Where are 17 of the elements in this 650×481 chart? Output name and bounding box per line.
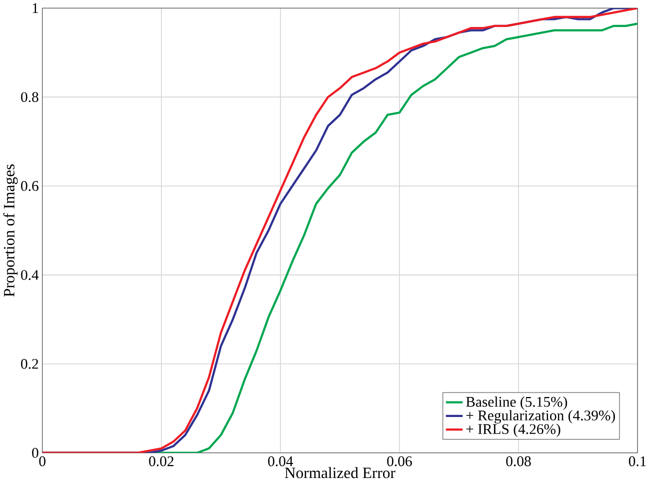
y-axis-title: Proportion of Images bbox=[3, 164, 18, 296]
y-tick-label: 0.2 bbox=[21, 358, 38, 369]
x-tick-label: 0.04 bbox=[268, 456, 294, 466]
x-tick-label: 0.1 bbox=[628, 456, 646, 466]
legend-label: Baseline (5.15%) bbox=[466, 396, 568, 410]
y-tick-label: 1 bbox=[32, 3, 38, 13]
legend-label: + IRLS (4.26%) bbox=[466, 424, 560, 437]
y-tick-label: 0.6 bbox=[21, 180, 38, 191]
y-tick-label: 0.4 bbox=[21, 270, 39, 280]
x-tick-label: 0.02 bbox=[149, 456, 174, 466]
x-tick-label: 0 bbox=[39, 456, 46, 466]
x-tick-label: 0.06 bbox=[387, 456, 412, 466]
x-axis-title: Normalized Error bbox=[284, 466, 396, 478]
x-tick-label: 0.08 bbox=[506, 456, 531, 466]
y-tick-label: 0 bbox=[32, 448, 38, 458]
y-tick-label: 0.8 bbox=[21, 92, 38, 102]
legend-label: + Regularization (4.39%) bbox=[466, 410, 615, 424]
